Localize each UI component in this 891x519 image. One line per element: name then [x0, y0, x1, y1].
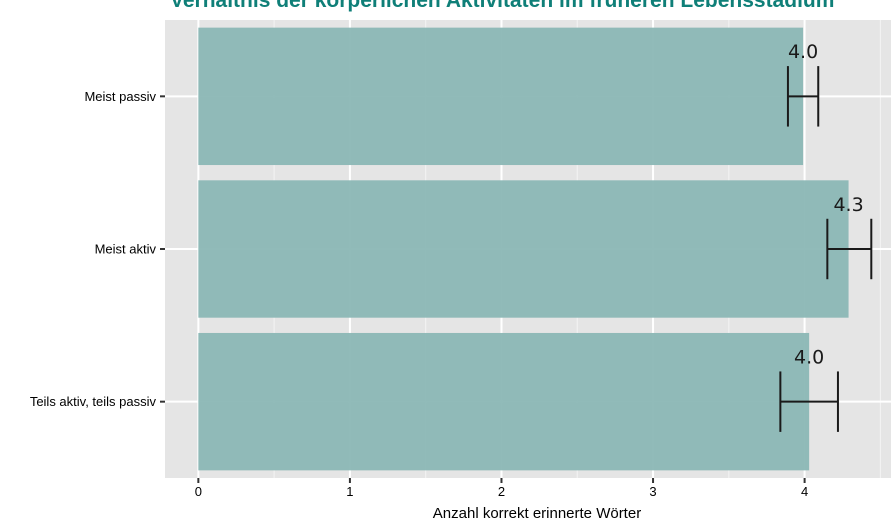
- bar: [198, 27, 804, 166]
- data-label: 4.0: [794, 346, 824, 368]
- y-axis: Meist passiv Meist aktiv Teils aktiv, teil…: [30, 89, 165, 409]
- data-label: 4.0: [788, 41, 818, 63]
- error-bars: [779, 66, 873, 432]
- bar: [198, 332, 810, 471]
- data-labels: 4.0 4.3 4.0: [788, 41, 864, 368]
- x-tick-label: 2: [498, 484, 505, 499]
- y-tick-label: Meist passiv: [84, 89, 156, 104]
- y-tick-label: Meist aktiv: [95, 242, 157, 257]
- x-tick-label: 1: [346, 484, 353, 499]
- x-tick-label: 4: [801, 484, 808, 499]
- bars: [198, 27, 849, 471]
- bar: [198, 180, 849, 318]
- y-tick-label: Teils aktiv, teils passiv: [30, 394, 157, 409]
- chart-title: Verhältnis der körperlichen Aktivitäten …: [170, 0, 834, 12]
- data-label: 4.3: [833, 194, 863, 216]
- x-tick-label: 0: [195, 484, 202, 499]
- x-axis-label: Anzahl korrekt erinnerte Wörter: [433, 505, 641, 519]
- x-tick-label: 3: [649, 484, 656, 499]
- x-axis: 0 1 2 3 4: [195, 478, 808, 499]
